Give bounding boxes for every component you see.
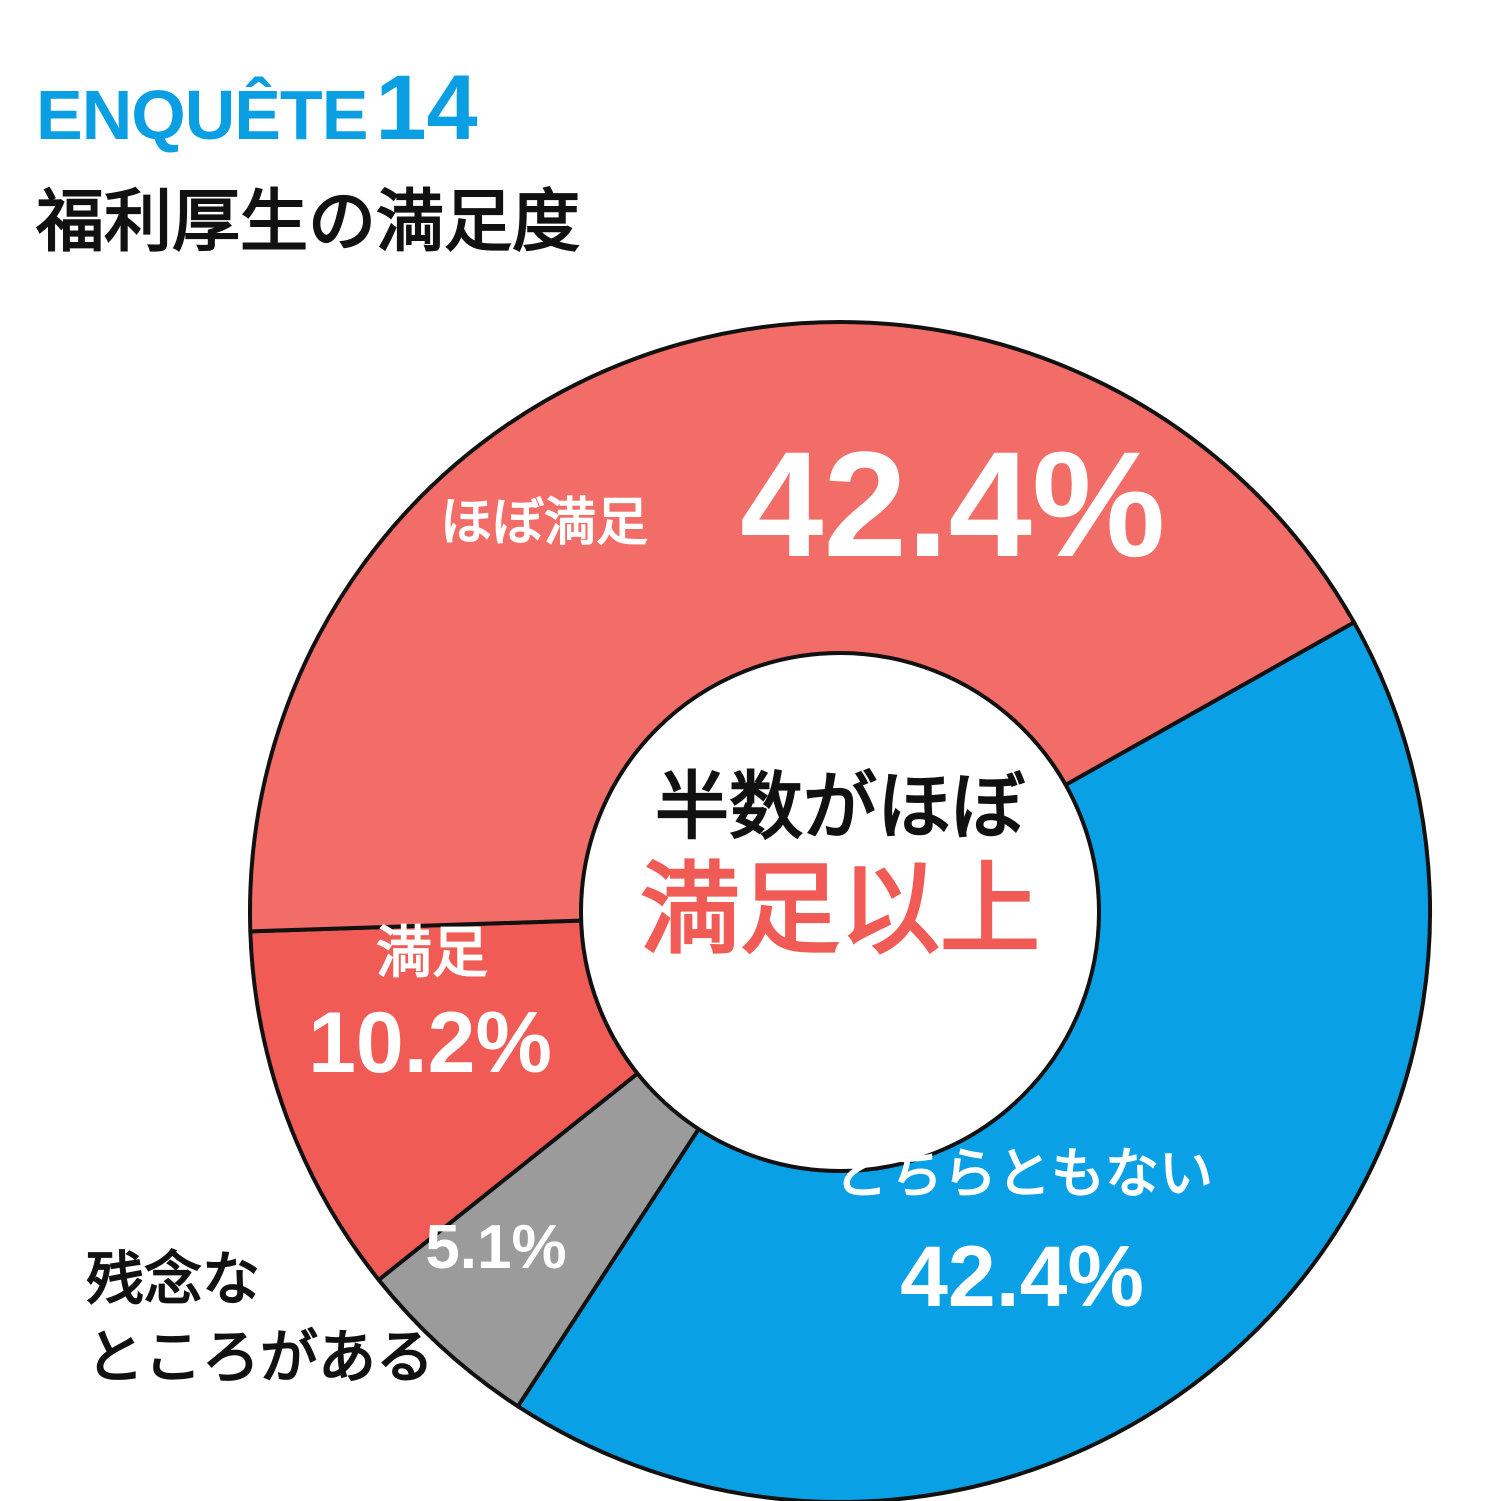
center-line2: 満足以上 (640, 851, 1040, 968)
enquete-word: ENQUÊTE (36, 76, 368, 154)
slice-value-mostly-satisfied: 42.4% (740, 420, 1165, 588)
slice-label-disappointed-line1: 残念な (86, 1245, 261, 1313)
donut-hole (579, 651, 1101, 1173)
slice-label-disappointed: 残念な ところがある (86, 1240, 434, 1397)
enquete-heading: ENQUÊTE14 (36, 62, 478, 154)
center-line1: 半数がほぼ (655, 764, 1026, 850)
enquete-number: 14 (375, 57, 478, 159)
slice-value-satisfied: 10.2% (308, 995, 552, 1091)
chart-title: 福利厚生の満足度 (36, 183, 581, 262)
slice-label-mostly-satisfied: ほぼ満足 (440, 493, 648, 553)
slice-value-neutral: 42.4% (900, 1229, 1144, 1325)
slice-label-disappointed-line2: ところがある (86, 1323, 435, 1392)
slice-value-disappointed: 5.1% (425, 1213, 566, 1282)
slice-label-neutral: どちらともない (835, 1142, 1213, 1205)
slice-label-satisfied: 満足 (376, 921, 488, 986)
slice-3 (248, 319, 1357, 934)
